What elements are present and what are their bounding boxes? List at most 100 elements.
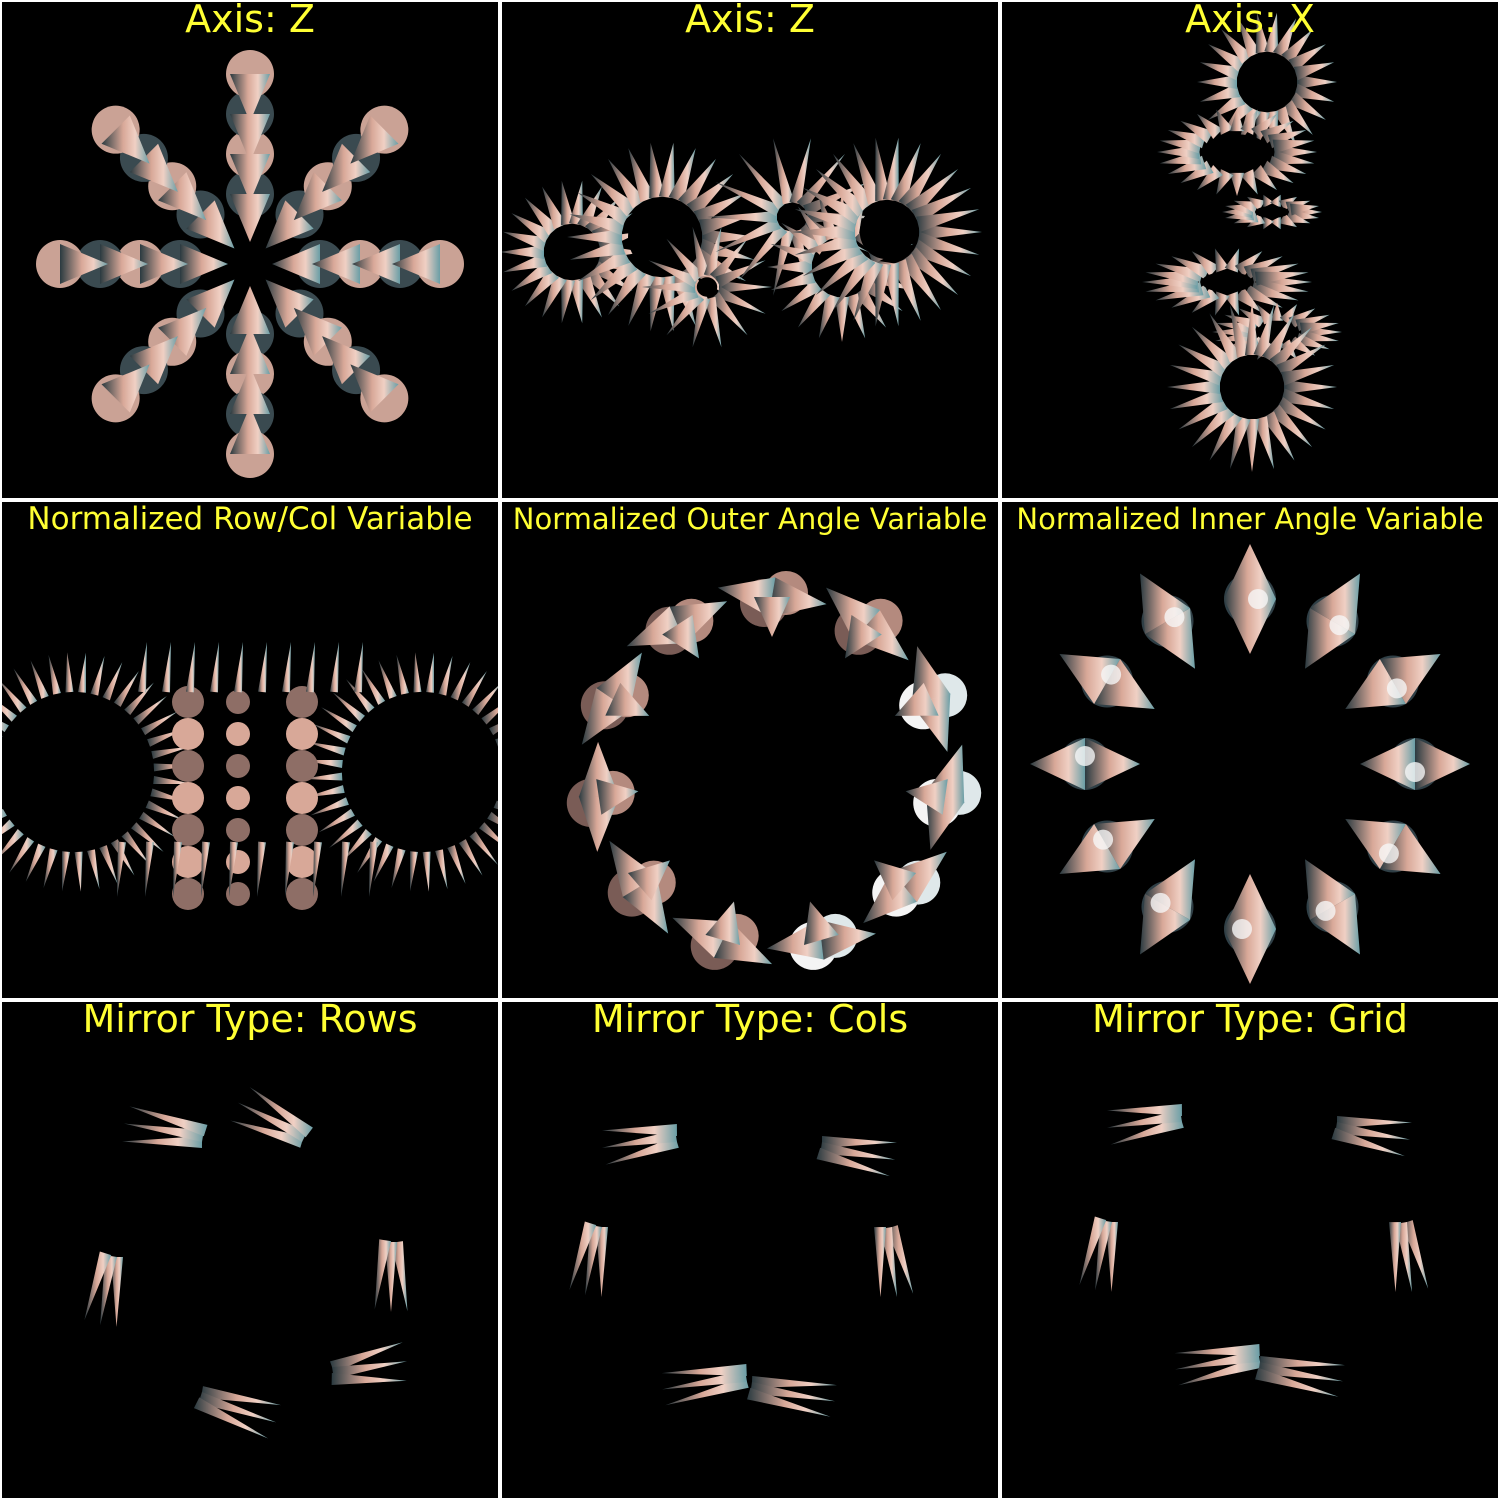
cone-shape <box>1272 139 1315 154</box>
cone-shape <box>1336 1116 1412 1128</box>
cone-shape <box>2 704 17 722</box>
cone-shape <box>25 843 46 882</box>
cone-shape <box>567 229 622 245</box>
cone-shape <box>581 688 630 745</box>
cone-shape <box>796 153 845 210</box>
cone-shape <box>882 137 899 202</box>
panel-title: Normalized Outer Angle Variable <box>512 502 988 536</box>
cone-shape <box>361 668 386 705</box>
cone-base-disc <box>286 878 318 910</box>
cone-shape <box>1094 819 1155 870</box>
cone-shape <box>145 800 184 821</box>
cone-shape <box>121 831 150 865</box>
cone-shape <box>815 247 869 295</box>
cone-shape <box>230 366 270 414</box>
cone-shape <box>2 819 15 835</box>
cone-shape <box>890 143 921 205</box>
cone-shape <box>331 1372 407 1385</box>
ring-hole <box>1224 359 1280 415</box>
cone-shape <box>306 642 315 693</box>
cone-shape <box>1264 12 1279 54</box>
cone-shape <box>622 876 669 934</box>
cone-shape <box>1245 419 1259 472</box>
cone-shape <box>1290 203 1319 216</box>
cone-shape <box>426 652 434 693</box>
cone-shape <box>511 261 553 291</box>
cone-shape <box>833 153 876 211</box>
cone-shape <box>719 281 772 293</box>
ring-hole <box>354 704 490 840</box>
cone-shape <box>249 1086 313 1138</box>
cone-shape <box>458 839 483 876</box>
cone-shape <box>1263 216 1274 230</box>
cone-shape <box>332 692 365 722</box>
cone-shape <box>1261 411 1295 461</box>
cone-shape <box>1251 113 1277 139</box>
cone-shape <box>1254 271 1309 286</box>
cone-base-disc <box>1150 892 1171 913</box>
cone-shape <box>1230 304 1251 358</box>
cone-shape <box>2 683 27 713</box>
panel-axis-z-2: Axis: Z <box>502 2 998 498</box>
cone-shape <box>1167 380 1220 394</box>
cone-shape <box>151 746 192 759</box>
cone-shape <box>835 297 849 342</box>
cone-shape <box>180 244 228 284</box>
cone-shape <box>590 257 638 300</box>
cone-shape <box>1273 18 1297 58</box>
cone-shape <box>815 169 869 217</box>
cone-shape <box>322 143 371 192</box>
cone-shape <box>596 1226 608 1297</box>
cone-shape <box>422 851 431 892</box>
cone-base-disc <box>286 814 318 846</box>
cone-shape <box>773 138 795 205</box>
cone-shape <box>369 841 378 897</box>
cone-shape <box>122 1136 203 1148</box>
panel-title: Axis: X <box>1185 2 1315 41</box>
cone-shape <box>702 229 757 245</box>
cone-shape <box>833 253 876 311</box>
cone-shape <box>649 275 666 332</box>
cone-shape <box>1345 658 1406 709</box>
cone-shape <box>487 811 498 825</box>
cone-shape <box>438 655 453 696</box>
cone-shape <box>1224 544 1276 599</box>
cone-shape <box>1144 608 1195 669</box>
cone-base-disc <box>226 818 250 842</box>
cone-shape <box>1094 658 1155 709</box>
cone-shape <box>739 153 788 210</box>
cone-shape <box>1197 113 1223 139</box>
cone-shape <box>318 808 355 833</box>
cone-shape <box>173 841 182 897</box>
render-axis-x <box>1142 12 1342 472</box>
cone-base-disc <box>226 754 250 778</box>
cone-shape <box>1415 738 1470 790</box>
cone-shape <box>48 654 61 695</box>
cone-shape <box>90 655 105 696</box>
cone-shape <box>802 187 863 225</box>
cone-shape <box>1255 12 1270 54</box>
cone-shape <box>1270 194 1281 208</box>
cone-shape <box>816 1147 890 1177</box>
cone-shape <box>129 1106 208 1137</box>
cone-shape <box>751 1376 837 1388</box>
ring-hole <box>1201 271 1253 293</box>
cone-shape <box>479 822 498 843</box>
ring-hole <box>696 277 718 297</box>
cone-shape <box>352 244 400 284</box>
cone-shape <box>1269 404 1313 448</box>
cone-shape <box>609 840 657 898</box>
ring-hole <box>548 228 596 276</box>
cone-shape <box>578 796 619 852</box>
cone-shape <box>1171 256 1211 280</box>
cone-shape <box>905 247 959 295</box>
cone-shape <box>898 153 941 211</box>
cone-shape <box>43 848 58 889</box>
cone-shape <box>140 244 188 284</box>
cone-shape <box>1224 874 1276 929</box>
cone-shape <box>844 615 882 659</box>
cone-shape <box>1085 738 1140 790</box>
cone-shape <box>703 226 722 278</box>
cone-shape <box>378 660 397 699</box>
cone-shape <box>111 1256 123 1327</box>
